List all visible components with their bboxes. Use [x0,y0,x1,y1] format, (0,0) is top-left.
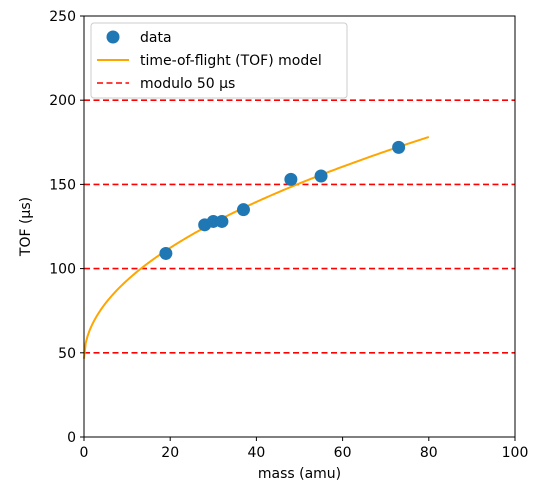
legend-label-data: data [140,30,172,46]
y-tick-label: 50 [58,346,76,362]
y-tick-label: 200 [49,93,76,109]
plot-frame [83,15,516,438]
legend-marker-data [106,30,120,44]
data-point [392,140,406,154]
y-axis-title: TOF (μs) [18,197,34,257]
data-point [314,169,328,183]
x-tick-label: 40 [247,445,265,461]
data-point [236,203,250,217]
x-tick-label: 80 [420,445,438,461]
model-curve-layer [83,136,430,359]
x-tick-label: 100 [502,445,529,461]
y-tick-label: 150 [49,177,76,193]
data-point [215,214,229,228]
legend-label-modulo: modulo 50 μs [140,76,235,92]
legend: data time-of-flight (TOF) model modulo 5… [90,22,348,99]
legend-box [90,22,348,99]
legend-label-model: time-of-flight (TOF) model [140,53,322,69]
y-tick-label: 0 [67,430,76,446]
x-tick-label: 60 [334,445,352,461]
model-curve [83,136,430,359]
y-axis: 0 50 100 150 200 250 [49,9,84,446]
y-tick-label: 100 [49,262,76,278]
x-tick-label: 20 [161,445,179,461]
y-tick-label: 250 [49,9,76,25]
x-axis: 0 20 40 60 80 100 [80,437,529,461]
data-point [284,172,298,186]
data-point [159,246,173,260]
modulo-lines-layer [84,99,515,354]
x-tick-label: 0 [80,445,89,461]
data-points-layer [159,140,406,260]
x-axis-title: mass (amu) [258,466,341,482]
